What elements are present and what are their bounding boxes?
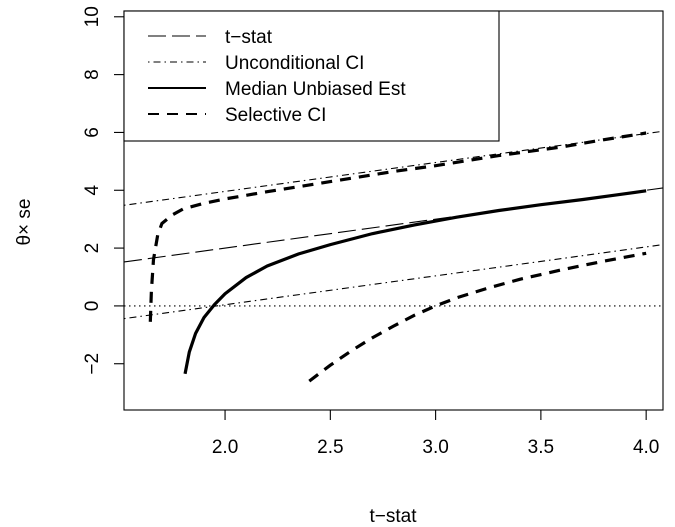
y-tick-label: 2 <box>82 243 103 254</box>
x-tick-label: 2.5 <box>317 437 343 458</box>
series-line-selective-ci-5 <box>309 253 646 381</box>
y-tick-label: 10 <box>82 6 103 27</box>
series-line-median-unbiased-est-3 <box>185 191 646 374</box>
y-tick-label: −2 <box>82 353 103 375</box>
x-tick-label: 4.0 <box>633 437 659 458</box>
legend-label: Median Unbiased Est <box>225 79 406 100</box>
plot-area <box>124 131 663 381</box>
y-tick-label: 0 <box>82 301 103 312</box>
y-tick-label: 4 <box>82 185 103 196</box>
y-axis-label: θ× se <box>14 198 35 245</box>
series-line-unconditional-ci-2 <box>124 245 663 319</box>
legend: t−stat Unconditional CI Median Unbiased Es… <box>124 11 499 141</box>
x-tick-label: 3.5 <box>528 437 554 458</box>
x-tick-label: 2.0 <box>212 437 238 458</box>
legend-label: t−stat <box>225 27 273 48</box>
y-tick-label: 6 <box>82 127 103 138</box>
x-axis-label: t−stat <box>370 506 418 527</box>
x-tick-label: 3.0 <box>422 437 448 458</box>
legend-label: Unconditional CI <box>225 53 364 74</box>
y-tick-label: 8 <box>82 69 103 80</box>
legend-label: Selective CI <box>225 105 326 126</box>
series-line-unconditional-ci-1 <box>124 131 663 205</box>
